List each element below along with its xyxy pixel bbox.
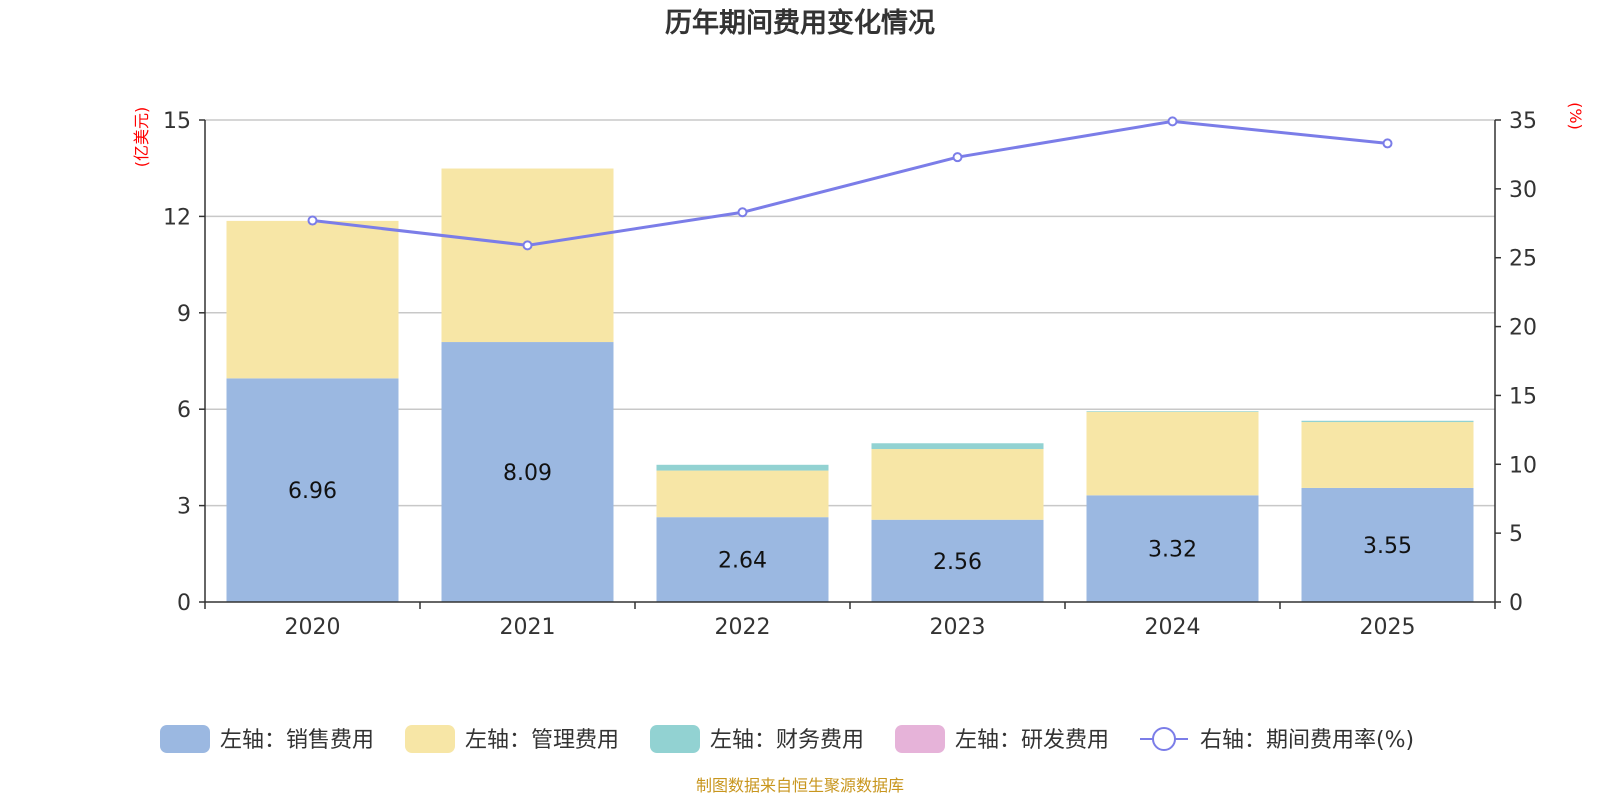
rate-line [307, 116, 1393, 251]
data-labels: 6.96 8.09 2.64 2.56 3.32 3.55 [288, 461, 1412, 575]
rate-point [307, 215, 318, 226]
bar-segment [1301, 420, 1474, 423]
left-axis-unit: (亿美元) [132, 107, 151, 168]
bar-segment [1086, 411, 1259, 496]
legend-label: 左轴：研发费用 [955, 728, 1109, 753]
legend-label: 左轴：管理费用 [465, 728, 619, 753]
chart-title: 历年期间费用变化情况 [665, 7, 935, 39]
right-tick-label: 15 [1509, 384, 1537, 409]
left-tick-label: 3 [177, 495, 191, 520]
data-label: 8.09 [503, 461, 552, 486]
bar-segment [441, 342, 614, 602]
bar-segment [871, 519, 1044, 602]
rate-point [737, 207, 748, 218]
legend-swatch [405, 725, 455, 753]
legend-swatch [160, 725, 210, 753]
bar-segment [656, 517, 829, 602]
x-tick-label: 2021 [500, 615, 556, 640]
bar-segment [226, 220, 399, 379]
rate-point [1382, 138, 1393, 149]
bar-segment [656, 470, 829, 518]
bar-segment [871, 449, 1044, 520]
gridlines [205, 119, 1495, 507]
rate-point [952, 152, 963, 163]
data-label: 2.56 [933, 550, 982, 575]
left-tick-label: 9 [177, 302, 191, 327]
bar-segment [1086, 495, 1259, 602]
rate-line-path [312, 119, 1388, 247]
legend-swatch [895, 725, 945, 753]
right-axis-unit: (%) [1566, 102, 1585, 130]
x-tick-label: 2023 [930, 615, 986, 640]
left-tick-label: 12 [163, 205, 191, 230]
bars [226, 168, 1474, 602]
data-label: 3.32 [1148, 538, 1197, 563]
source-note: 制图数据来自恒生聚源数据库 [696, 776, 904, 795]
x-tick-label: 2022 [715, 615, 771, 640]
left-tick-label: 6 [177, 398, 191, 423]
right-tick-label: 25 [1509, 247, 1537, 272]
legend-swatch [650, 725, 700, 753]
legend-circle-swatch [1152, 727, 1176, 751]
right-tick-label: 35 [1509, 109, 1537, 134]
legend: 左轴：销售费用 左轴：管理费用 左轴：财务费用 左轴：研发费用 右轴：期间费用率(%) [160, 725, 1414, 753]
bar-segment [1301, 422, 1474, 488]
right-tick-label: 5 [1509, 522, 1523, 547]
right-tick-label: 0 [1509, 591, 1523, 616]
x-tick-label: 2025 [1360, 615, 1416, 640]
x-tick-label: 2024 [1145, 615, 1201, 640]
left-tick-label: 0 [177, 591, 191, 616]
rate-point [1167, 116, 1178, 127]
right-tick-label: 10 [1509, 453, 1537, 478]
bar-segment [871, 443, 1044, 450]
bar-segment [1301, 487, 1474, 602]
right-tick-label: 20 [1509, 316, 1537, 341]
right-tick-label: 30 [1509, 178, 1537, 203]
data-label: 6.96 [288, 479, 337, 504]
bar-segment [1086, 411, 1259, 412]
data-label: 2.64 [718, 549, 767, 574]
bar-segment [656, 464, 829, 471]
x-tick-label: 2020 [285, 615, 341, 640]
legend-label: 左轴：销售费用 [220, 728, 374, 753]
legend-label: 右轴：期间费用率(%) [1200, 728, 1414, 753]
bar-segment [441, 168, 614, 343]
rate-point [522, 240, 533, 251]
legend-label: 左轴：财务费用 [710, 728, 864, 753]
data-label: 3.55 [1363, 534, 1412, 559]
left-tick-label: 15 [163, 109, 191, 134]
bar-segment [226, 378, 399, 602]
